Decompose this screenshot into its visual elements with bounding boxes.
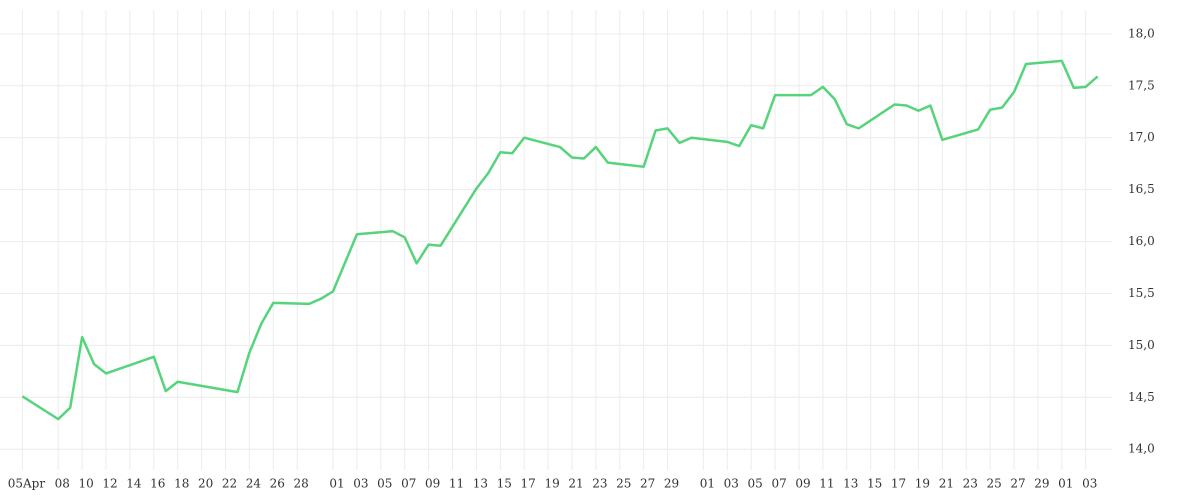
x-tick-label: 05Apr: [8, 477, 46, 491]
x-tick-label: 23: [963, 477, 978, 491]
x-tick-label: 11: [819, 477, 834, 491]
x-tick-label: 28: [294, 477, 309, 491]
x-tick-label: 19: [544, 477, 559, 491]
x-tick-label: 03: [1082, 477, 1097, 491]
y-tick-label: 16,5: [1128, 182, 1155, 196]
y-tick-label: 15,0: [1128, 338, 1155, 352]
x-tick-label: 27: [640, 477, 655, 491]
line: [21, 59, 1099, 421]
x-tick-label: 08: [55, 477, 70, 491]
x-tick-label: 03: [353, 477, 368, 491]
y-tick-label: 16,0: [1128, 234, 1155, 248]
x-tick-label: 21: [568, 477, 583, 491]
x-tick-label: 25: [616, 477, 631, 491]
x-tick-label: 29: [664, 477, 679, 491]
y-tick-label: 14,0: [1128, 442, 1155, 456]
x-tick-label: 26: [270, 477, 285, 491]
x-tick-label: 29: [1034, 477, 1049, 491]
x-tick-label: 10: [78, 477, 93, 491]
y-tick-label: 18,0: [1128, 26, 1155, 40]
y-tick-label: 17,5: [1128, 78, 1155, 92]
x-tick-label: 27: [1010, 477, 1025, 491]
y-tick-label: 15,5: [1128, 286, 1155, 300]
x-tick-label: 05: [748, 477, 763, 491]
x-tick-label: 17: [521, 477, 536, 491]
x-tick-label: 19: [915, 477, 930, 491]
x-tick-label: 05: [377, 477, 392, 491]
x-tick-label: 24: [246, 477, 262, 491]
x-tick-label: 20: [198, 477, 213, 491]
x-tick-label: 12: [102, 477, 117, 491]
x-tick-label: 11: [449, 477, 464, 491]
x-tick-label: 21: [939, 477, 954, 491]
y-tick-label: 17,0: [1128, 130, 1155, 144]
x-tick-label: 09: [795, 477, 810, 491]
x-tick-label: 25: [986, 477, 1001, 491]
x-tick-label: 09: [425, 477, 440, 491]
x-tick-label: 15: [867, 477, 882, 491]
x-tick-label: 07: [771, 477, 786, 491]
x-tick-label: 01: [1058, 477, 1073, 491]
x-tick-label: 13: [843, 477, 858, 491]
y-tick-label: 14,5: [1128, 390, 1155, 404]
x-tick-label: 23: [592, 477, 607, 491]
x-tick-label: 01: [700, 477, 715, 491]
x-tick-label: 17: [891, 477, 906, 491]
x-tick-label: 07: [401, 477, 416, 491]
x-tick-label: 03: [724, 477, 739, 491]
x-tick-label: 18: [174, 477, 189, 491]
x-tick-label: 16: [150, 477, 165, 491]
x-tick-label: 01: [329, 477, 344, 491]
x-tick-label: 22: [222, 477, 237, 491]
x-tick-label: 14: [126, 477, 142, 491]
x-tick-label: 15: [497, 477, 512, 491]
x-tick-label: 13: [473, 477, 488, 491]
